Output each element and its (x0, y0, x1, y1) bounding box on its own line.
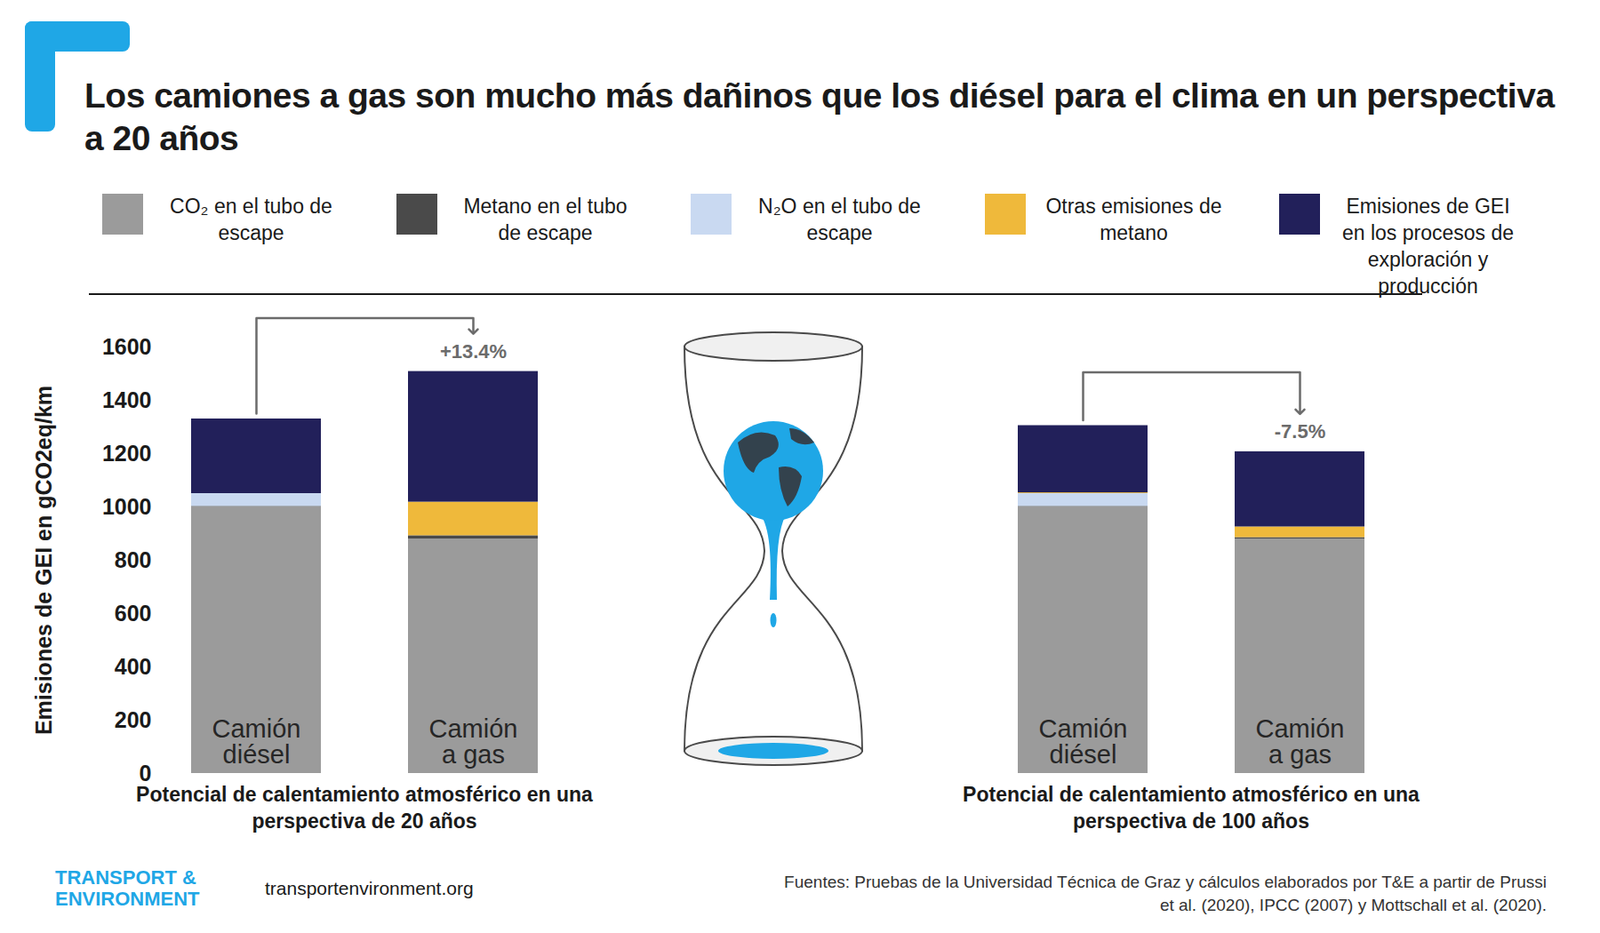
svg-text:Camióna gas: Camióna gas (429, 714, 519, 769)
svg-text:+13.4%: +13.4% (440, 340, 507, 363)
html-text:Fuentes: Pruebas de la Univers: Fuentes: Pruebas de la Universidad Técni… (784, 872, 1547, 915)
svg-text:1000: 1000 (102, 494, 152, 520)
html-text:CO₂ en el tubo de escape: CO₂ en el tubo de escape (169, 194, 333, 245)
html-text:transportenvironment.org: transportenvironment.org (264, 878, 474, 899)
html-text:Potencial de calentamiento atm: Potencial de calentamiento atmosférico e… (136, 783, 593, 833)
svg-text:Emisiones de GEI en gCO2eq/km: Emisiones de GEI en gCO2eq/km (31, 385, 56, 736)
html-text:Los camiones a gas son mucho m: Los camiones a gas son mucho más dañinos… (84, 76, 1555, 157)
html-text:Emisiones de GEI en los proces: Emisiones de GEI en los procesos de expl… (1342, 194, 1514, 298)
html-text:Potencial de calentamiento atm: Potencial de calentamiento atmosférico e… (962, 783, 1420, 833)
html-text:TRANSPORT & ENVIRONMENT: TRANSPORT & ENVIRONMENT (55, 866, 200, 911)
svg-text:Camióndiésel: Camióndiésel (1039, 714, 1128, 769)
svg-text:Camióndiésel: Camióndiésel (212, 714, 302, 769)
svg-text:200: 200 (114, 707, 152, 733)
svg-text:400: 400 (114, 654, 152, 680)
svg-text:1400: 1400 (102, 387, 152, 413)
svg-text:0: 0 (139, 760, 152, 786)
html-text:Metano en el tubo de escape: Metano en el tubo de escape (463, 194, 628, 245)
svg-text:1600: 1600 (102, 334, 152, 360)
svg-text:Camióna gas: Camióna gas (1256, 714, 1345, 769)
svg-text:600: 600 (114, 600, 152, 626)
html-text:Otras emisiones de metano: Otras emisiones de metano (1045, 194, 1222, 245)
svg-text:800: 800 (114, 547, 152, 573)
html-text:N₂O en el tubo de escape: N₂O en el tubo de escape (758, 194, 921, 245)
svg-text:1200: 1200 (102, 440, 152, 466)
svg-text:-7.5%: -7.5% (1274, 420, 1326, 443)
